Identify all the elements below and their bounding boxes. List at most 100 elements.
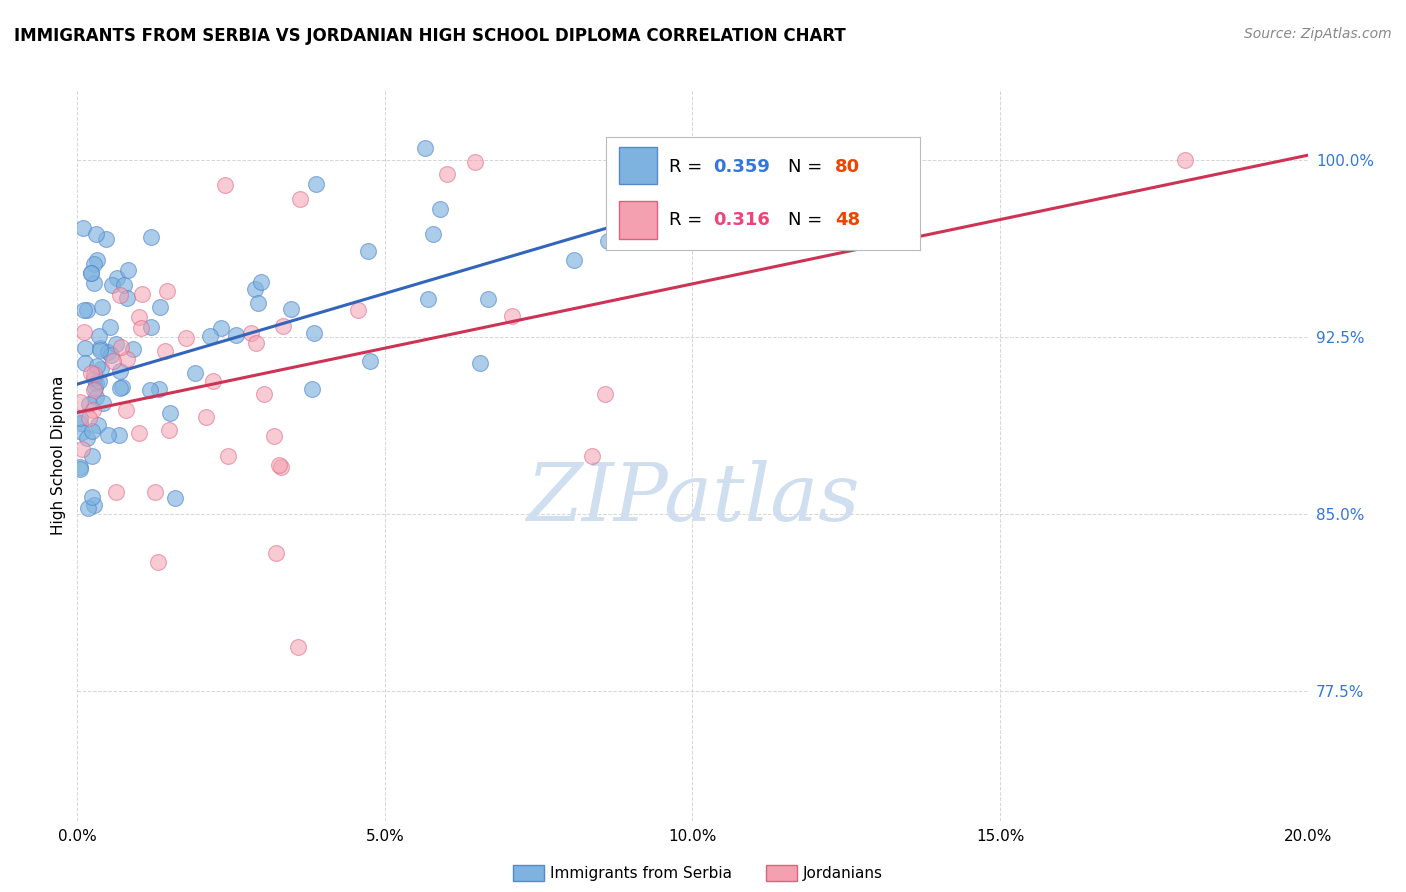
Point: [112, 278, 135, 293]
Point: [105, 271, 128, 285]
Point: [76, 500, 98, 515]
Point: [77, 397, 100, 411]
Point: [659, 155, 682, 169]
Point: [436, 168, 458, 182]
Point: [70, 425, 93, 440]
Point: [80, 267, 103, 281]
Point: [139, 320, 162, 334]
Point: [94, 232, 117, 246]
Point: [564, 252, 586, 267]
Point: [183, 366, 205, 380]
Point: [84, 376, 107, 390]
Point: [357, 244, 380, 259]
Point: [70, 442, 93, 456]
Y-axis label: High School Diploma: High School Diploma: [51, 376, 66, 534]
Point: [267, 458, 290, 472]
Point: [131, 287, 153, 301]
Point: [214, 178, 236, 193]
Point: [97, 345, 120, 359]
Point: [108, 381, 131, 395]
Point: [198, 328, 221, 343]
Point: [69, 410, 91, 425]
Text: ZIPatlas: ZIPatlas: [526, 460, 859, 538]
Point: [100, 348, 122, 362]
Point: [111, 380, 134, 394]
Point: [631, 189, 654, 203]
Point: [129, 320, 152, 334]
Point: [72, 221, 94, 235]
Point: [359, 354, 381, 368]
Point: [87, 329, 110, 343]
Point: [83, 383, 105, 397]
Point: [98, 320, 121, 334]
Point: [263, 429, 285, 443]
Point: [595, 387, 617, 401]
Point: [117, 291, 139, 305]
Point: [146, 555, 169, 569]
Point: [143, 484, 166, 499]
Point: [89, 343, 111, 358]
Point: [477, 292, 499, 306]
Point: [159, 423, 181, 437]
Point: [416, 292, 439, 306]
Point: [73, 325, 96, 339]
Point: [468, 356, 491, 370]
Point: [83, 498, 105, 512]
Point: [101, 277, 124, 292]
Point: [250, 275, 273, 289]
Point: [301, 382, 323, 396]
Point: [86, 253, 108, 268]
Text: Jordanians: Jordanians: [803, 866, 883, 880]
Point: [80, 450, 103, 464]
Point: [217, 449, 239, 463]
Point: [429, 202, 451, 216]
Point: [76, 431, 98, 445]
Point: [246, 295, 269, 310]
Point: [84, 381, 107, 395]
Point: [280, 301, 302, 316]
Point: [253, 387, 276, 401]
Point: [73, 356, 96, 370]
Point: [659, 155, 682, 169]
Point: [195, 410, 218, 425]
Point: [156, 284, 179, 298]
Point: [288, 192, 311, 206]
Point: [596, 234, 619, 248]
Point: [1174, 153, 1197, 167]
Point: [108, 428, 131, 442]
Text: IMMIGRANTS FROM SERBIA VS JORDANIAN HIGH SCHOOL DIPLOMA CORRELATION CHART: IMMIGRANTS FROM SERBIA VS JORDANIAN HIGH…: [14, 27, 846, 45]
Point: [69, 462, 91, 476]
Point: [245, 335, 267, 350]
Point: [76, 302, 98, 317]
Point: [90, 362, 112, 376]
Point: [110, 341, 132, 355]
Point: [69, 459, 91, 474]
Point: [239, 326, 262, 341]
Point: [115, 403, 138, 417]
Point: [80, 490, 103, 504]
Point: [89, 342, 111, 356]
Point: [122, 343, 145, 357]
Point: [69, 416, 91, 430]
Point: [141, 230, 163, 244]
Point: [271, 319, 294, 334]
Point: [69, 394, 91, 409]
Point: [139, 383, 162, 397]
Point: [148, 383, 170, 397]
Point: [110, 288, 132, 302]
Point: [73, 303, 96, 318]
Point: [90, 300, 112, 314]
Point: [80, 266, 103, 280]
Point: [270, 460, 292, 475]
Point: [117, 263, 139, 277]
Point: [174, 331, 197, 345]
Text: Source: ZipAtlas.com: Source: ZipAtlas.com: [1244, 27, 1392, 41]
Point: [108, 364, 131, 378]
Point: [77, 411, 100, 425]
Point: [86, 359, 108, 374]
Point: [97, 428, 120, 442]
Point: [581, 449, 603, 463]
Point: [243, 282, 266, 296]
Point: [413, 141, 436, 155]
Point: [105, 485, 128, 500]
